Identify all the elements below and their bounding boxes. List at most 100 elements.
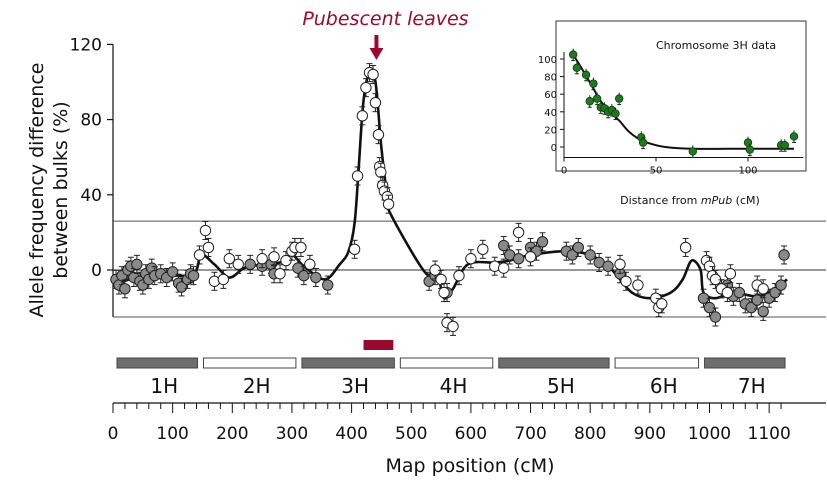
data-point xyxy=(199,221,212,241)
y-axis-label-line1: Allele frequency difference xyxy=(26,63,48,318)
chromosome-label: 6H xyxy=(650,374,678,398)
data-point xyxy=(572,237,584,257)
data-point xyxy=(584,245,596,265)
chromosome-label: 4H xyxy=(440,374,468,398)
data-point xyxy=(721,283,734,303)
data-point xyxy=(724,264,737,284)
data-point xyxy=(351,166,364,186)
inset-data-point xyxy=(780,139,789,152)
y-axis-label-line2: between bulks (%) xyxy=(50,101,72,278)
inset-data-point xyxy=(569,48,578,62)
y-axis-label: Allele frequency difference between bulk… xyxy=(26,63,72,318)
data-point xyxy=(477,239,489,259)
inset-data-point xyxy=(745,143,755,157)
data-point xyxy=(778,245,790,265)
chromosome-segment xyxy=(614,357,700,369)
data-point xyxy=(193,245,206,265)
inset-x-tick-label: 0 xyxy=(561,166,567,177)
annotation-text: Pubescent leaves xyxy=(302,8,468,30)
annotation-arrow xyxy=(369,35,384,60)
data-point xyxy=(524,247,537,267)
data-point xyxy=(155,264,167,284)
data-point xyxy=(304,254,316,274)
inset-y-tick-label: 20 xyxy=(544,125,557,136)
data-point xyxy=(679,237,692,257)
data-point xyxy=(382,194,395,214)
inset-data-point xyxy=(589,77,598,91)
data-point xyxy=(298,266,310,286)
data-point xyxy=(438,283,450,303)
data-point xyxy=(775,275,787,295)
inset-y-tick-label: 100 xyxy=(538,55,557,66)
data-point xyxy=(602,256,614,276)
data-point xyxy=(757,301,769,321)
data-point xyxy=(757,279,769,299)
x-tick-label: 200 xyxy=(216,424,248,444)
x-axis-label: Map position (cM) xyxy=(385,455,554,477)
data-point xyxy=(453,266,465,286)
x-tick-label: 300 xyxy=(276,424,308,444)
inset-data-point xyxy=(611,107,620,121)
inset-data-point xyxy=(585,95,594,108)
x-tick-label: 900 xyxy=(634,424,666,444)
data-point xyxy=(268,247,280,267)
data-point xyxy=(367,64,379,84)
data-point xyxy=(223,249,236,269)
data-point xyxy=(620,271,632,291)
inset-y-tick-label: 80 xyxy=(544,73,557,84)
data-point xyxy=(656,294,668,314)
x-tick-label: 400 xyxy=(335,424,367,444)
inset-data-point xyxy=(615,92,624,106)
inset-x-axis-label: Distance from mPub (cM) xyxy=(620,194,760,207)
inset-x-tick-label: 50 xyxy=(650,166,663,177)
data-point xyxy=(131,254,143,274)
chromosome-segment xyxy=(202,357,297,369)
qtl-marker-bar xyxy=(363,340,394,350)
data-point xyxy=(503,245,516,265)
y-axis: 0 40 80 120 xyxy=(70,35,114,317)
inset-data-point xyxy=(638,136,648,150)
data-point xyxy=(632,275,644,295)
data-point xyxy=(369,93,382,113)
y-tick-label: 80 xyxy=(80,111,102,131)
data-point xyxy=(489,256,501,276)
data-point xyxy=(208,271,221,291)
inset-title: Chromosome 3H data xyxy=(656,39,776,52)
chromosome-segment xyxy=(116,357,198,369)
inset-y-tick-label: 60 xyxy=(544,90,557,101)
inset-y-tick-label: 40 xyxy=(544,108,557,119)
data-points xyxy=(110,63,790,336)
inset-data-point xyxy=(688,145,697,158)
inset-data-point xyxy=(789,130,799,143)
x-tick-label: 600 xyxy=(455,424,487,444)
chromosome-label: 1H xyxy=(150,374,178,398)
data-point xyxy=(709,307,722,327)
chromosome-segment xyxy=(301,357,395,369)
data-point xyxy=(256,249,268,269)
inset-chart: Chromosome 3H data 0 20 40 60 80 100 0 50 100 Di… xyxy=(538,20,807,207)
x-tick-label: 100 xyxy=(156,424,188,444)
data-point xyxy=(348,239,361,259)
data-point xyxy=(274,264,286,284)
chromosome-label: 5H xyxy=(547,374,575,398)
chromosome-label: 3H xyxy=(341,374,369,398)
y-tick-label: 40 xyxy=(80,186,102,206)
data-point xyxy=(372,125,385,145)
chromosome-label: 2H xyxy=(243,374,271,398)
annotation: Pubescent leaves xyxy=(302,8,469,60)
data-point xyxy=(244,254,256,274)
chromosome-segment xyxy=(498,357,610,369)
inset-data-point xyxy=(581,68,591,82)
x-tick-label: 0 xyxy=(108,424,119,444)
data-point xyxy=(119,279,131,299)
inset-data-point xyxy=(572,61,582,75)
x-tick-label: 1100 xyxy=(748,424,791,444)
x-axis: 0 100 200 300 400 500 600 700 800 900 1000 1100 xyxy=(108,402,826,444)
data-point xyxy=(310,268,322,288)
inset-x-tick-label: 100 xyxy=(738,166,757,177)
inset-data-point xyxy=(592,92,602,106)
x-tick-label: 500 xyxy=(395,424,427,444)
y-tick-label: 120 xyxy=(70,35,102,55)
data-point xyxy=(175,277,188,297)
